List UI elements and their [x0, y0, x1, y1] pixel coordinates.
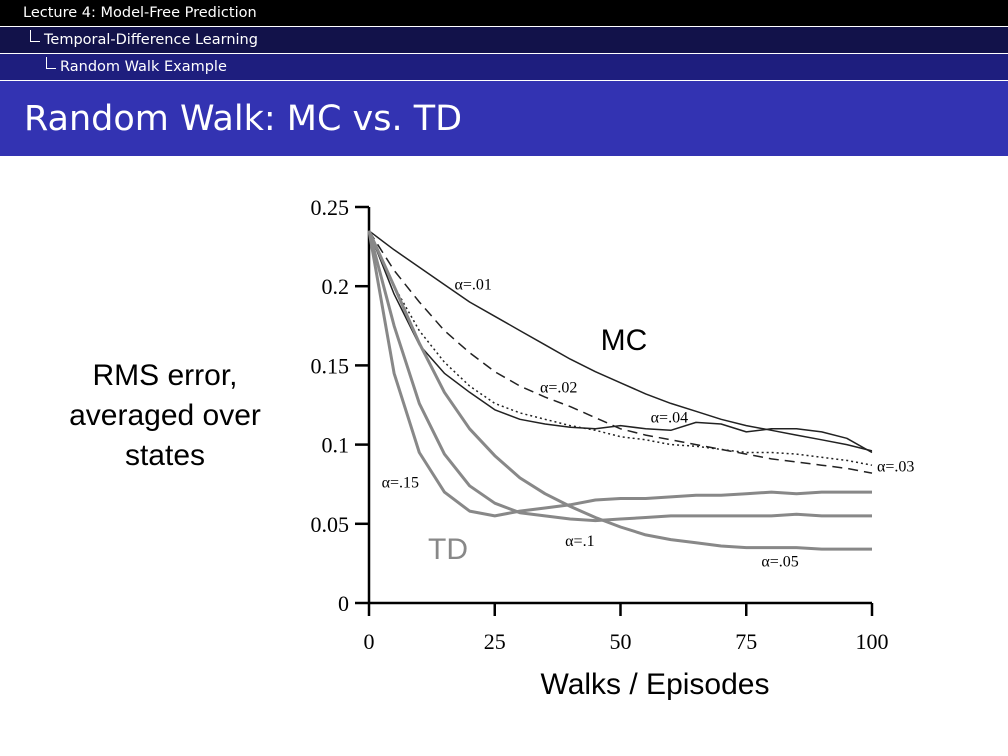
tree-corner-icon [30, 30, 40, 42]
breadcrumb-subsection-label: Random Walk Example [60, 59, 227, 75]
y-axis-label: RMS error, averaged over states [69, 359, 261, 472]
series-layer [367, 230, 873, 551]
x-tick-label: 0 [364, 629, 375, 654]
rms-error-chart: 0 0.05 0.1 0.15 0.2 0.25 0 25 50 75 100 α=.01 α=.02… [311, 195, 915, 701]
series-line-mc [368, 230, 873, 452]
tree-corner-icon [46, 57, 56, 69]
y-tick-label: 0.15 [311, 353, 350, 378]
x-tick-label: 25 [484, 629, 506, 654]
series-line-mc [368, 230, 873, 454]
series-annotation: α=.04 [651, 409, 688, 426]
slide-title: Random Walk: MC vs. TD [24, 99, 463, 139]
series-line-td [367, 230, 872, 551]
breadcrumb-subsection: Random Walk Example [0, 54, 1008, 80]
y-tick-label: 0.2 [322, 274, 350, 299]
x-axis-label: Walks / Episodes [541, 668, 770, 701]
y-tick-label: 0 [338, 591, 349, 616]
y-tick-label: 0.05 [311, 512, 350, 537]
td-group-label: TD [428, 533, 468, 566]
title-bar: Random Walk: MC vs. TD [0, 81, 1008, 156]
mc-group-label: MC [601, 324, 648, 357]
series-line-mc [368, 230, 873, 474]
label-layer: α=.01 α=.02 α=.04 α=.03 α=.15 α=.1 α=.05 [382, 276, 915, 570]
series-annotation: α=.02 [540, 379, 577, 396]
breadcrumb-section: Temporal-Difference Learning [0, 27, 1008, 53]
series-annotation: α=.01 [455, 276, 492, 293]
breadcrumb-lecture-label: Lecture 4: Model-Free Prediction [23, 5, 257, 21]
axes: 0 0.05 0.1 0.15 0.2 0.25 0 25 50 75 100 [311, 195, 889, 654]
x-tick-label: 100 [856, 629, 889, 654]
series-annotation: α=.05 [761, 554, 798, 571]
x-tick-label: 50 [610, 629, 632, 654]
breadcrumb-lecture: Lecture 4: Model-Free Prediction [0, 0, 1008, 26]
series-annotation: α=.15 [382, 474, 419, 491]
series-annotation: α=.1 [565, 533, 594, 550]
series-line-mc [368, 230, 873, 466]
y-tick-label: 0.1 [322, 433, 350, 458]
x-tick-label: 75 [735, 629, 757, 654]
series-annotation: α=.03 [877, 459, 914, 476]
y-tick-label: 0.25 [311, 195, 350, 220]
series-line-td [367, 230, 872, 523]
breadcrumb-section-label: Temporal-Difference Learning [44, 32, 258, 48]
series-line-td [367, 230, 872, 518]
